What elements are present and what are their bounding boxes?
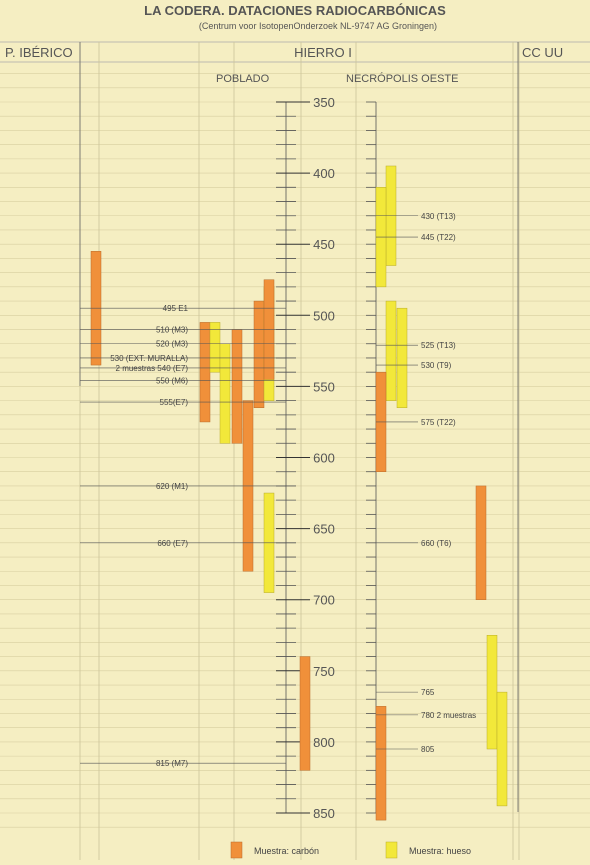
date-range-bar [486, 635, 498, 750]
axis-tick-label: 750 [313, 664, 335, 679]
date-label: 495 E1 [163, 304, 189, 313]
date-label: 510 (M3) [156, 326, 188, 335]
axis-layer: 350 400 450 500 550 600 650 700 750 800 850 [276, 95, 377, 821]
date-label: 2 muestras 540 (E7) [116, 364, 189, 373]
axis-tick-label: 800 [313, 735, 335, 750]
date-range-bar [375, 706, 387, 821]
date-label: 555(E7) [160, 398, 189, 407]
date-label: 575 (T22) [421, 418, 456, 427]
date-range-bar [199, 322, 211, 423]
date-range-bar [396, 307, 408, 408]
date-label: 660 (T6) [421, 539, 452, 548]
legend-swatch-carbon [230, 841, 243, 859]
axis-tick-label: 650 [313, 522, 335, 537]
date-range-bar [253, 300, 265, 408]
date-range-bar [496, 691, 508, 807]
date-label: 430 (T13) [421, 212, 456, 221]
axis-tick-label: 350 [313, 95, 335, 110]
axis-tick-label: 450 [313, 237, 335, 252]
labels-layer: 495 E1 510 (M3) 520 (M3) 530 (EXT. MURALLA)… [80, 212, 476, 768]
date-label: 620 (M1) [156, 482, 188, 491]
date-label: 530 (T9) [421, 361, 452, 370]
date-range-bar [299, 656, 311, 771]
date-label: 445 (T22) [421, 233, 456, 242]
axis-tick-label: 600 [313, 451, 335, 466]
group-label-necropolis: NECRÓPOLIS OESTE [346, 72, 458, 85]
axis-tick-label: 700 [313, 593, 335, 608]
date-label: 550 (M6) [156, 377, 188, 386]
period-label-hierro: HIERRO I [294, 45, 352, 60]
date-label: 780 2 muestras [421, 711, 476, 720]
date-label: 525 (T13) [421, 341, 456, 350]
period-label-iberico: P. IBÉRICO [5, 45, 73, 60]
period-label-ccuu: CC UU [522, 45, 563, 60]
date-label: 805 [421, 745, 435, 754]
date-label: 765 [421, 688, 435, 697]
date-range-bar [475, 485, 487, 600]
date-range-bar [219, 343, 231, 444]
axis-tick-label: 400 [313, 166, 335, 181]
chart-title: LA CODERA. DATACIONES RADIOCARBÓNICAS [144, 3, 446, 18]
legend-swatch-hueso [385, 841, 398, 859]
axis-tick-label: 550 [313, 379, 335, 394]
chart-subtitle: (Centrum voor IsotopenOnderzoek NL-9747 … [199, 21, 437, 31]
date-label: 520 (M3) [156, 340, 188, 349]
legend-label-hueso: Muestra: hueso [409, 846, 471, 856]
date-range-bar [231, 329, 243, 444]
date-range-bar [385, 300, 397, 401]
bars-layer [90, 165, 508, 821]
date-label: 530 (EXT. MURALLA) [110, 354, 188, 363]
date-label: 815 (M7) [156, 759, 188, 768]
legend-label-carbon: Muestra: carbón [254, 846, 319, 856]
group-label-poblado: POBLADO [216, 73, 270, 85]
axis-tick-label: 500 [313, 308, 335, 323]
date-range-bar [209, 322, 221, 373]
axis-tick-label: 850 [313, 806, 335, 821]
date-label: 660 (E7) [157, 539, 188, 548]
